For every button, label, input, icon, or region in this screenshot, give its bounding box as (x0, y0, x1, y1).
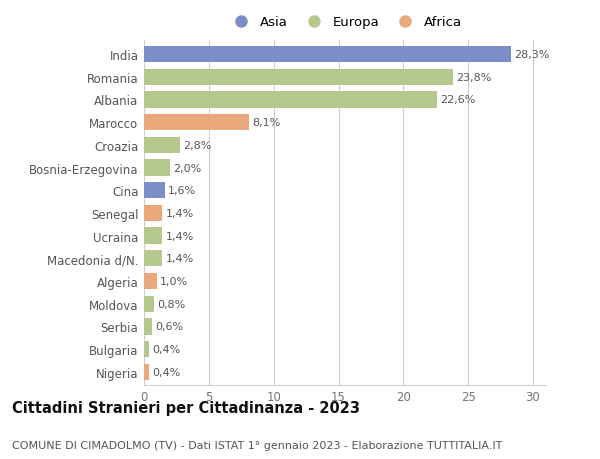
Text: 1,0%: 1,0% (160, 276, 188, 286)
Bar (144, 47, 511, 63)
Text: 1,6%: 1,6% (168, 186, 196, 196)
Text: 0,4%: 0,4% (152, 367, 181, 377)
Text: 2,0%: 2,0% (173, 163, 202, 173)
Text: 28,3%: 28,3% (514, 50, 550, 60)
Bar (144, 183, 165, 199)
Legend: Asia, Europa, Africa: Asia, Europa, Africa (225, 13, 465, 32)
Text: 8,1%: 8,1% (252, 118, 281, 128)
Text: 23,8%: 23,8% (456, 73, 491, 83)
Bar (144, 205, 162, 222)
Text: 22,6%: 22,6% (440, 95, 476, 105)
Bar (144, 341, 149, 358)
Bar (144, 69, 452, 86)
Text: Cittadini Stranieri per Cittadinanza - 2023: Cittadini Stranieri per Cittadinanza - 2… (12, 400, 360, 415)
Text: 1,4%: 1,4% (166, 231, 194, 241)
Bar (144, 137, 181, 154)
Text: 1,4%: 1,4% (166, 254, 194, 264)
Bar (144, 273, 157, 290)
Text: 2,8%: 2,8% (184, 140, 212, 151)
Text: COMUNE DI CIMADOLMO (TV) - Dati ISTAT 1° gennaio 2023 - Elaborazione TUTTITALIA.: COMUNE DI CIMADOLMO (TV) - Dati ISTAT 1°… (12, 440, 502, 450)
Bar (144, 251, 162, 267)
Bar (144, 92, 437, 108)
Text: 0,8%: 0,8% (158, 299, 186, 309)
Bar (144, 160, 170, 176)
Bar (144, 228, 162, 244)
Bar (144, 364, 149, 380)
Bar (144, 319, 152, 335)
Text: 1,4%: 1,4% (166, 208, 194, 218)
Text: 0,4%: 0,4% (152, 344, 181, 354)
Bar (144, 115, 249, 131)
Bar (144, 296, 154, 312)
Text: 0,6%: 0,6% (155, 322, 183, 332)
